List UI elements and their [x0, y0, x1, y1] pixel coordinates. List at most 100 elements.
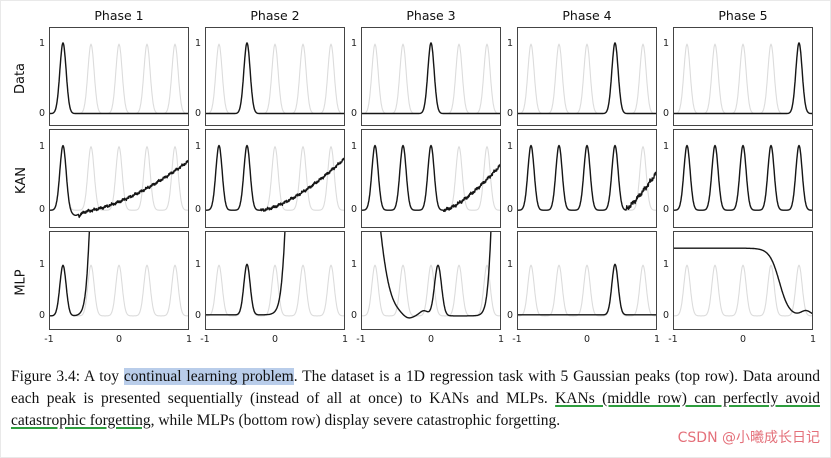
plot-border — [49, 129, 189, 228]
background-peaks-curve — [205, 43, 345, 115]
y-tick-label: 1 — [662, 259, 669, 271]
figure-grid: Phase 1 Phase 2 Phase 3 Phase 4 Phase 5 Data 0… — [9, 7, 822, 353]
y-tick-label: 1 — [194, 38, 201, 50]
x-tick-label: 0 — [583, 334, 591, 345]
y-tick-label: 1 — [194, 140, 201, 152]
row-label-text-mlp: MLP — [13, 268, 29, 296]
y-tick-label: 0 — [38, 204, 45, 216]
learned-function-curve — [517, 42, 657, 115]
y-tick-label: 0 — [38, 107, 45, 119]
background-peaks-curve — [205, 145, 345, 211]
column-header-phase-5: Phase 5 — [718, 8, 768, 23]
caption-text: . The dataset is a 1D regression task wi… — [11, 368, 820, 407]
plot-kan-phase-2 — [205, 129, 345, 228]
background-peaks-curve — [673, 264, 813, 317]
learned-function-curve — [361, 144, 501, 213]
y-tick-label: 1 — [350, 140, 357, 152]
x-tick-label: 0 — [115, 334, 123, 345]
y-tick-label: 0 — [506, 204, 513, 216]
x-tick-label: -1 — [512, 334, 522, 345]
grid-corner — [9, 7, 33, 27]
x-tick-label: 1 — [497, 334, 505, 345]
x-tick-label: 0 — [271, 334, 279, 345]
plot-border — [49, 231, 189, 330]
x-tick-label: -1 — [356, 334, 366, 345]
y-tick-label: 1 — [194, 259, 201, 271]
learned-function-curve — [673, 144, 813, 211]
y-tick-label: 1 — [38, 140, 45, 152]
y-tick-label: 1 — [350, 38, 357, 50]
plot-kan-phase-5 — [673, 129, 813, 228]
y-tick-label: 0 — [506, 107, 513, 119]
plot-mlp-phase-2 — [205, 231, 345, 330]
y-tick-label: 0 — [506, 309, 513, 321]
x-ticks-phase-4: -1 0 1 — [512, 333, 660, 348]
x-tick-label: 0 — [739, 334, 747, 345]
plot-border — [361, 231, 501, 330]
learned-function-curve — [361, 42, 501, 115]
plot-border — [517, 27, 657, 126]
plot-border — [361, 129, 501, 228]
plot-border — [49, 27, 189, 126]
figure-caption: Figure 3.4: A toy continual learning pro… — [11, 366, 820, 432]
y-tick-label: 1 — [662, 140, 669, 152]
y-tick-label: 0 — [350, 107, 357, 119]
learned-function-curve — [673, 42, 813, 115]
x-tick-label: 1 — [341, 334, 349, 345]
y-tick-label: 1 — [38, 38, 45, 50]
background-peaks-curve — [205, 264, 345, 317]
plot-border — [205, 27, 345, 126]
column-header-phase-3: Phase 3 — [406, 8, 456, 23]
y-tick-label: 1 — [350, 259, 357, 271]
plot-border — [673, 129, 813, 228]
plot-data-phase-5 — [673, 27, 813, 126]
plot-data-phase-3 — [361, 27, 501, 126]
y-tick-label: 1 — [506, 259, 513, 271]
learned-function-curve — [49, 42, 189, 115]
plot-data-phase-2 — [205, 27, 345, 126]
y-tick-label: 0 — [194, 204, 201, 216]
plot-border — [517, 231, 657, 330]
y-tick-label: 1 — [506, 38, 513, 50]
x-tick-label: -1 — [44, 334, 54, 345]
learned-function-curve — [517, 263, 657, 316]
figure-3-4: Phase 1 Phase 2 Phase 3 Phase 4 Phase 5 Data 0… — [1, 1, 830, 353]
x-tick-label: 1 — [185, 334, 193, 345]
plot-data-phase-4 — [517, 27, 657, 126]
plot-border — [517, 129, 657, 228]
column-header-phase-1: Phase 1 — [94, 8, 144, 23]
y-tick-label: 1 — [506, 140, 513, 152]
y-tick-label: 0 — [662, 309, 669, 321]
plot-kan-phase-3 — [361, 129, 501, 228]
learned-function-curve — [205, 231, 286, 316]
learned-function-curve — [517, 144, 657, 211]
caption-text: , while MLPs (bottom row) display severe… — [150, 412, 561, 429]
plot-mlp-phase-4 — [517, 231, 657, 330]
grid-corner — [9, 333, 33, 353]
caption-highlight: continual learning problem — [123, 368, 294, 385]
plot-border — [205, 129, 345, 228]
y-tick-label: 0 — [662, 204, 669, 216]
background-peaks-curve — [49, 264, 189, 317]
plot-border — [673, 27, 813, 126]
plot-kan-phase-4 — [517, 129, 657, 228]
background-peaks-curve — [49, 145, 189, 211]
y-tick-label: 0 — [350, 204, 357, 216]
x-ticks-phase-3: -1 0 1 — [356, 333, 505, 348]
background-peaks-curve — [517, 43, 657, 115]
y-tick-label: 1 — [38, 259, 45, 271]
plot-mlp-phase-5 — [673, 231, 813, 330]
row-label-text-kan: KAN — [13, 166, 29, 194]
row-label-text-data: Data — [13, 62, 29, 94]
x-tick-label: 0 — [427, 334, 435, 345]
row-label-data: Data — [9, 27, 33, 129]
